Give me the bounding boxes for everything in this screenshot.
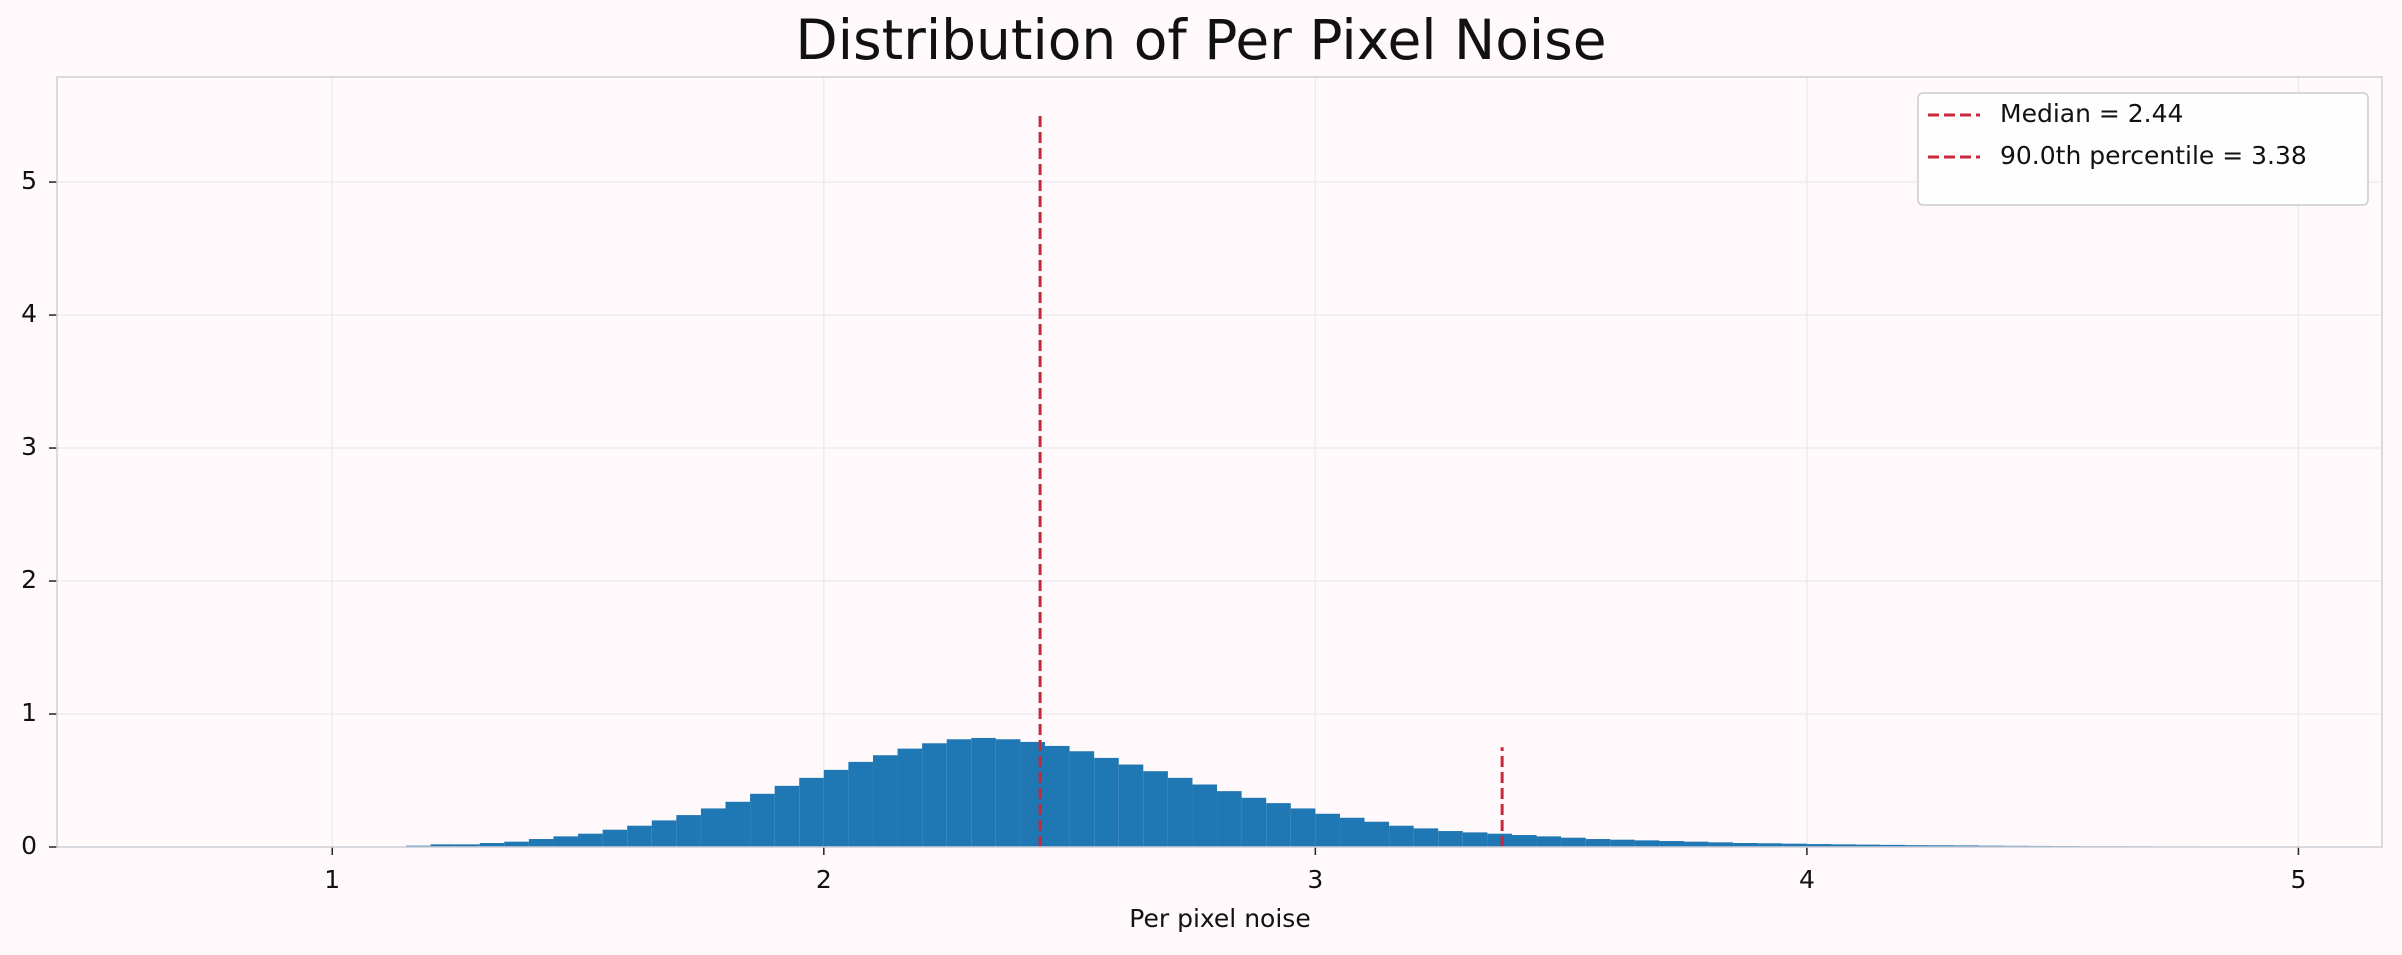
y-tick-label: 4 xyxy=(21,299,37,328)
x-tick-label: 5 xyxy=(2290,865,2306,894)
legend-box xyxy=(1917,92,2369,206)
legend-label: Median = 2.44 xyxy=(2000,99,2183,128)
histogram-bar xyxy=(750,793,775,847)
histogram-bar xyxy=(528,839,554,847)
y-tick-label: 0 xyxy=(21,831,37,860)
y-tick-label: 2 xyxy=(21,565,37,594)
histogram-bar xyxy=(971,737,996,847)
histogram-bar xyxy=(1929,845,1955,847)
histogram-bar xyxy=(700,808,726,847)
histogram-bar xyxy=(1094,757,1119,847)
histogram-bar xyxy=(995,739,1021,847)
histogram-bar xyxy=(1511,835,1537,847)
x-tick-label: 3 xyxy=(1307,865,1323,894)
histogram-bar xyxy=(725,801,751,847)
histogram-bar xyxy=(553,836,579,847)
histogram-bar xyxy=(479,843,505,847)
histogram-bar xyxy=(1659,841,1685,847)
histogram-bar xyxy=(897,748,923,847)
histogram-bar xyxy=(676,815,701,847)
histogram-bar xyxy=(1708,842,1734,847)
histogram-bar xyxy=(1880,844,1906,847)
x-axis-label: Per pixel noise xyxy=(1129,904,1310,933)
histogram-bar xyxy=(602,829,628,847)
y-tick-label: 3 xyxy=(21,432,37,461)
histogram-bar xyxy=(1241,797,1267,847)
histogram-bar xyxy=(1585,839,1611,847)
histogram-bar xyxy=(946,739,972,847)
histogram-bar xyxy=(1118,764,1144,847)
histogram-bar xyxy=(1610,839,1635,847)
y-tick-label: 5 xyxy=(21,166,37,195)
histogram-bar xyxy=(1045,745,1070,847)
x-tick-label: 4 xyxy=(1799,865,1815,894)
histogram-bar xyxy=(1290,808,1316,847)
histogram-bar xyxy=(1806,844,1832,847)
histogram-bar xyxy=(1536,836,1562,847)
histogram-bar xyxy=(1069,751,1095,847)
histogram-bar xyxy=(1167,777,1193,847)
histogram-bar xyxy=(1684,841,1709,847)
histogram-bar xyxy=(651,820,677,847)
histogram-bar xyxy=(1634,840,1660,847)
histogram-bar xyxy=(1905,845,1930,847)
histogram-bar xyxy=(1143,771,1168,847)
legend: Median = 2.44 90.0th percentile = 3.38 xyxy=(1917,92,2369,206)
histogram-bar xyxy=(1413,828,1439,847)
histogram-bar xyxy=(504,841,529,847)
plot-frame xyxy=(56,76,2383,848)
histogram-bar xyxy=(922,743,947,847)
histogram-bar xyxy=(1315,813,1340,847)
histogram-bar xyxy=(1733,843,1758,847)
histogram-bar xyxy=(1487,833,1512,847)
x-tick-label: 2 xyxy=(816,865,832,894)
histogram-bar xyxy=(578,833,603,847)
histogram-bar xyxy=(1192,784,1218,847)
histogram-bar xyxy=(799,777,824,847)
histogram-bar xyxy=(1217,791,1242,847)
histogram-bar xyxy=(1339,817,1365,847)
histogram-bar xyxy=(1364,821,1390,847)
histogram-bar xyxy=(1561,837,1586,847)
histogram-bar xyxy=(1389,825,1414,847)
histogram-bar xyxy=(455,844,480,847)
y-tick-label: 1 xyxy=(21,698,37,727)
histogram-bar xyxy=(848,761,873,847)
histogram-bar xyxy=(1757,843,1783,847)
histogram-bar xyxy=(823,769,849,847)
histogram-bar xyxy=(1438,831,1463,847)
chart-title: Distribution of Per Pixel Noise xyxy=(795,8,1606,72)
histogram-bar xyxy=(1856,844,1881,847)
histogram-bar xyxy=(1782,843,1807,847)
histogram-bar xyxy=(1831,844,1857,847)
histogram-bar xyxy=(1462,832,1488,847)
x-tick-label: 1 xyxy=(324,865,340,894)
histogram-bar xyxy=(1954,845,1979,847)
histogram-bar xyxy=(774,785,800,847)
histogram-bar xyxy=(1266,803,1291,847)
legend-label: 90.0th percentile = 3.38 xyxy=(2000,141,2307,170)
histogram-bar xyxy=(872,755,898,847)
histogram-bar xyxy=(627,825,652,847)
histogram-bar xyxy=(430,844,456,847)
